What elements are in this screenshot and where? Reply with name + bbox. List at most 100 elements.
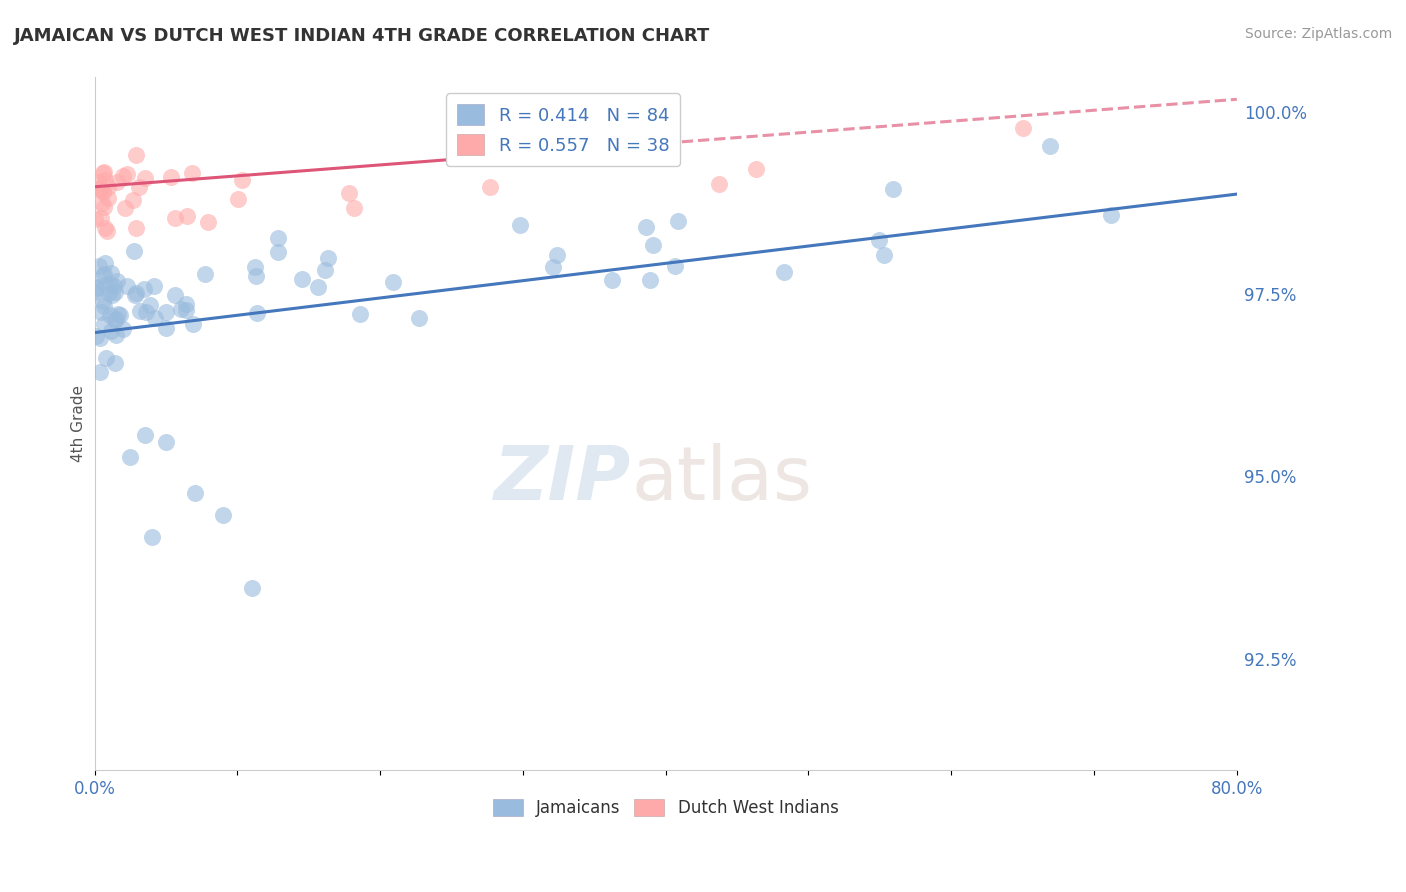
Point [245,269,267,284]
Point [125,220,148,235]
Point [291,272,314,286]
Point [84,329,107,343]
Point [91,184,114,198]
Point [181,166,204,180]
Text: 97.5%: 97.5% [1244,287,1296,305]
Point [541,260,564,274]
Point [105,274,128,288]
Point [110,308,132,322]
Text: atlas: atlas [631,442,813,516]
Point [745,161,768,176]
Point [134,282,156,296]
Point [1039,139,1062,153]
Point [125,285,148,300]
Point [134,427,156,442]
Point [1011,121,1033,136]
Y-axis label: 4th Grade: 4th Grade [72,385,86,462]
Point [176,209,198,223]
Point [103,313,125,327]
Point [87,182,110,196]
Point [226,192,249,206]
Point [112,322,135,336]
Point [135,305,157,319]
Point [128,180,150,194]
Text: 100.0%: 100.0% [1244,105,1308,123]
Point [89,331,111,345]
Point [381,275,404,289]
Point [212,508,235,522]
Point [115,167,138,181]
Point [314,263,336,277]
Point [90,195,112,210]
Point [114,201,136,215]
Point [101,288,124,302]
Legend: Jamaicans, Dutch West Indians: Jamaicans, Dutch West Indians [486,792,845,824]
Point [93,164,115,178]
Point [134,171,156,186]
Point [643,237,665,252]
Point [125,148,148,162]
Text: Source: ZipAtlas.com: Source: ZipAtlas.com [1244,27,1392,41]
Point [194,267,217,281]
Point [349,307,371,321]
Point [122,244,145,258]
Point [343,201,366,215]
Point [181,318,204,332]
Point [163,288,186,302]
Point [165,211,187,226]
Point [246,306,269,320]
Point [111,169,134,184]
Point [90,211,112,225]
Point [98,286,121,301]
Point [105,175,128,189]
Point [104,311,127,326]
Point [509,219,531,233]
Point [160,170,183,185]
Point [636,220,658,235]
Point [707,177,730,191]
Point [231,172,253,186]
Point [84,212,107,227]
Point [174,297,197,311]
Point [100,266,122,280]
Point [155,305,177,319]
Text: 92.5%: 92.5% [1244,652,1296,670]
Point [141,530,163,544]
Point [1099,208,1122,222]
Point [93,293,115,308]
Point [90,305,112,319]
Point [120,450,142,464]
Point [666,214,689,228]
Point [664,259,686,273]
Point [103,278,125,293]
Point [479,180,502,194]
Point [97,179,120,194]
Point [97,191,120,205]
Point [143,278,166,293]
Point [96,224,118,238]
Point [307,280,329,294]
Point [94,220,117,235]
Point [316,252,339,266]
Point [873,248,896,262]
Text: JAMAICAN VS DUTCH WEST INDIAN 4TH GRADE CORRELATION CHART: JAMAICAN VS DUTCH WEST INDIAN 4TH GRADE … [14,27,710,45]
Point [94,173,117,187]
Point [100,325,122,339]
Point [240,581,263,595]
Point [91,166,114,180]
Point [183,486,205,500]
Point [89,260,111,274]
Point [98,277,121,292]
Point [546,248,568,262]
Text: 95.0%: 95.0% [1244,469,1296,487]
Point [638,272,661,286]
Point [93,267,115,281]
Point [87,175,110,189]
Point [91,269,114,284]
Point [93,201,115,215]
Point [104,285,127,299]
Point [197,215,219,229]
Point [868,233,890,247]
Point [773,265,796,279]
Point [94,351,117,365]
